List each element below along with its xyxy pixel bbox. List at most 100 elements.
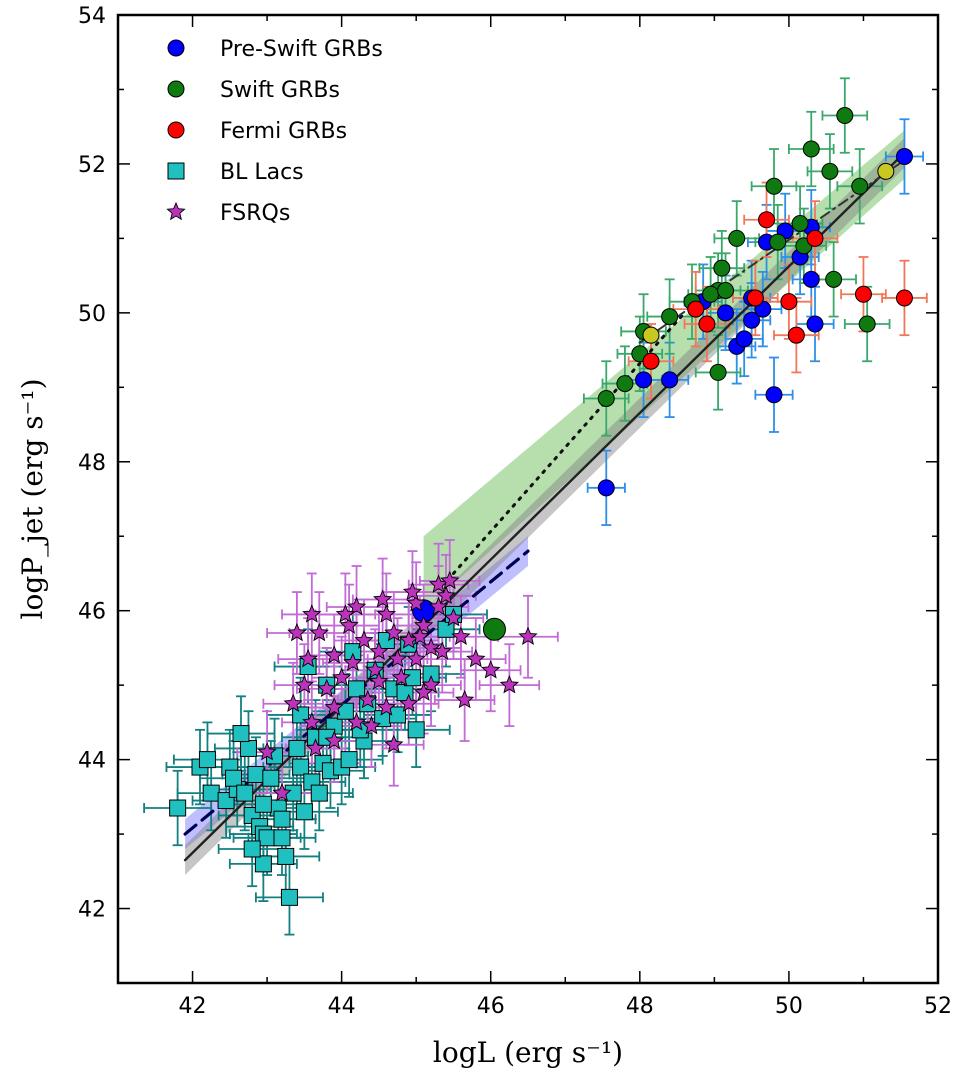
x-tick-label: 52 <box>924 994 952 1019</box>
legend-marker <box>167 121 185 139</box>
axes: 42 44 46 48 50 52 42 44 46 48 50 52 54 <box>78 4 952 1019</box>
data-point <box>294 674 315 694</box>
x-tick-label: 50 <box>775 994 803 1019</box>
data-point <box>454 689 475 709</box>
data-point <box>406 593 426 612</box>
data-point <box>243 840 261 858</box>
x-tick-label: 44 <box>328 994 356 1019</box>
data-point <box>361 715 382 735</box>
data-point <box>280 888 298 906</box>
y-tick-label: 44 <box>78 749 106 774</box>
data-point <box>277 847 295 865</box>
legend-label: Swift GRBs <box>220 78 340 103</box>
data-point <box>421 637 441 657</box>
data-point <box>466 648 486 668</box>
data-point <box>428 596 449 616</box>
data-point <box>825 270 843 288</box>
data-point <box>597 389 615 407</box>
data-point <box>239 739 257 757</box>
data-point <box>743 311 761 329</box>
data-point <box>769 233 787 251</box>
x-tick-label: 46 <box>477 994 505 1019</box>
legend-label: FSRQs <box>220 201 290 226</box>
data-point <box>399 693 419 712</box>
data-point <box>202 784 220 802</box>
data-point <box>421 674 441 694</box>
data-point <box>642 326 660 344</box>
data-point <box>406 648 426 668</box>
data-point <box>481 660 501 679</box>
data-point <box>298 648 318 668</box>
data-point <box>335 604 356 623</box>
data-point <box>247 766 265 784</box>
data-point <box>273 829 291 847</box>
data-point <box>687 300 705 318</box>
data-point <box>387 648 408 668</box>
data-point <box>597 479 615 497</box>
data-point <box>287 622 307 642</box>
data-point <box>806 229 824 247</box>
legend-label: Pre-Swift GRBs <box>220 37 383 62</box>
data-point <box>635 371 653 389</box>
data-point <box>292 758 310 776</box>
data-point <box>806 315 824 333</box>
data-point <box>372 589 393 608</box>
data-point <box>702 285 720 303</box>
data-point <box>354 630 374 649</box>
data-point <box>376 604 397 623</box>
legend-marker <box>167 162 185 180</box>
y-tick-label: 46 <box>78 600 106 625</box>
data-point <box>331 667 352 686</box>
data-point <box>661 371 679 389</box>
data-point <box>482 617 506 641</box>
data-point <box>728 229 746 247</box>
data-point <box>391 667 411 686</box>
data-point <box>257 741 277 761</box>
data-point <box>717 304 735 322</box>
data-point <box>791 214 809 232</box>
data-point <box>324 645 344 664</box>
data-point <box>369 641 389 660</box>
data-point <box>369 671 389 690</box>
data-point <box>384 734 404 753</box>
legend-label: BL Lacs <box>220 160 304 185</box>
data-point <box>305 738 326 757</box>
green-band <box>423 130 905 611</box>
data-point <box>713 259 731 277</box>
data-point <box>432 641 452 660</box>
data-point <box>258 829 276 847</box>
plot-frame <box>116 13 940 985</box>
data-point <box>709 363 727 381</box>
data-point <box>895 289 913 307</box>
data-points <box>169 107 913 906</box>
data-point <box>295 803 313 821</box>
data-point <box>436 585 456 605</box>
data-point <box>288 739 306 757</box>
data-point <box>451 626 471 645</box>
data-point <box>389 706 407 724</box>
data-point <box>735 330 753 348</box>
data-point <box>821 162 839 180</box>
x-axis-label: logL (erg s⁻¹) <box>433 1036 623 1069</box>
y-axis-label: logP_jet (erg s⁻¹) <box>16 379 49 620</box>
data-point <box>376 697 397 716</box>
data-point <box>402 581 423 601</box>
y-tick-label: 42 <box>78 898 106 923</box>
data-point <box>836 107 854 125</box>
y-tick-label: 54 <box>78 4 106 29</box>
legend-label: Fermi GRBs <box>220 119 347 144</box>
data-point <box>858 315 876 333</box>
legend: Pre-Swift GRBs Swift GRBs Fermi GRBs BL Lac… <box>166 37 383 226</box>
data-point <box>302 712 322 731</box>
data-point <box>518 626 538 645</box>
data-point <box>254 855 272 873</box>
data-point <box>343 652 363 672</box>
y-tick-label: 52 <box>78 153 106 178</box>
data-point <box>262 769 280 787</box>
data-point <box>317 678 337 698</box>
data-point <box>169 799 187 817</box>
data-point <box>443 607 464 627</box>
data-point <box>273 810 291 828</box>
legend-marker <box>167 80 185 98</box>
